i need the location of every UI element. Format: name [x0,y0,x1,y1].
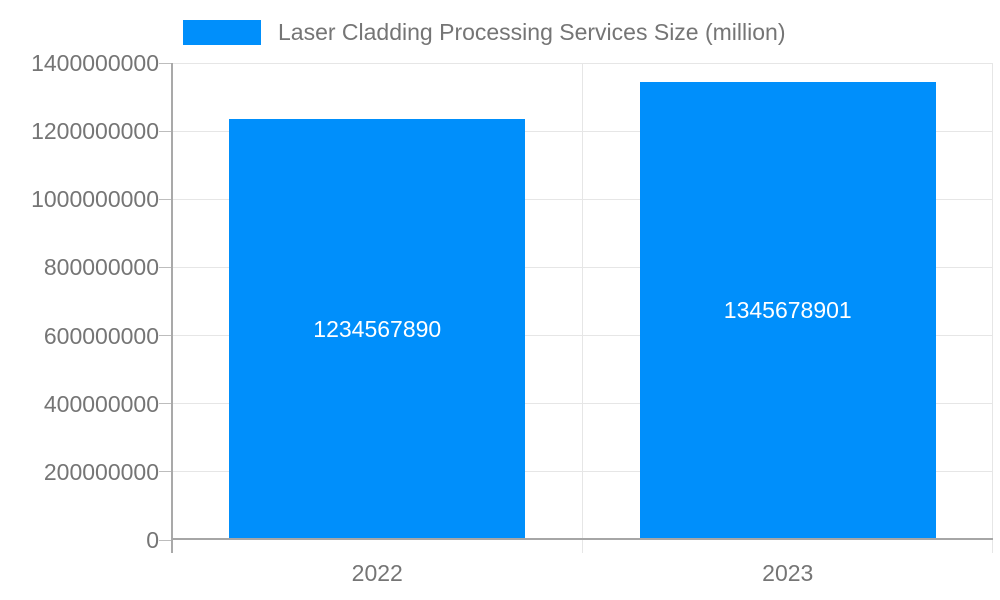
y-tick-label: 400000000 [43,390,159,417]
y-axis-tick [159,403,172,405]
y-axis-tick [159,130,172,132]
y-axis-labels: 0 200000000 400000000 600000000 800000000 100… [0,50,159,553]
y-tick-label: 0 [146,527,159,553]
y-axis-tick [159,471,172,473]
y-axis-ticks [159,62,172,541]
y-axis-line [171,63,173,553]
x-axis-labels: 2022 2023 [172,560,993,590]
y-tick-label: 1400000000 [31,50,159,76]
y-tick-label: 1200000000 [31,118,159,145]
plot-right-border [992,63,993,553]
y-axis-tick [159,62,172,64]
legend[interactable]: Laser Cladding Processing Services Size … [183,19,785,46]
category-divider [582,63,583,553]
bar-value-label: 1234567890 [313,316,442,343]
y-axis-tick [159,266,172,268]
y-tick-label: 1000000000 [31,186,159,213]
y-tick-label: 600000000 [43,322,159,349]
plot-area: 1234567890 1345678901 [171,62,993,553]
legend-swatch [183,20,261,45]
y-axis-tick [159,335,172,337]
y-tick-label: 800000000 [43,254,159,281]
x-axis-line [172,538,993,540]
y-axis-tick [159,198,172,200]
bar[interactable]: 1345678901 [639,81,936,540]
x-tick-label: 2022 [351,560,403,586]
y-tick-label: 200000000 [43,458,159,485]
bar-value-label: 1345678901 [723,297,852,324]
bar[interactable]: 1234567890 [229,119,526,540]
legend-label: Laser Cladding Processing Services Size … [278,19,786,45]
x-tick-label: 2023 [762,560,814,586]
y-axis-tick [159,539,172,541]
